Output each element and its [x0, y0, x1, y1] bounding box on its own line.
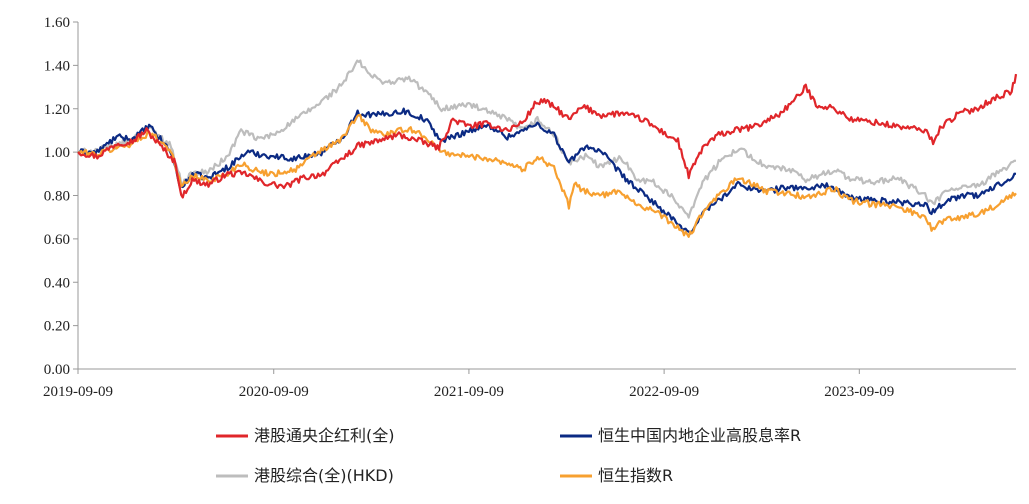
- legend-label: 恒生指数R: [598, 466, 673, 485]
- x-tick-label: 2020-09-09: [239, 384, 309, 400]
- x-tick-label: 2023-09-09: [824, 384, 894, 400]
- y-tick-label: 1.60: [44, 15, 70, 31]
- x-tick-label: 2019-09-09: [43, 384, 113, 400]
- y-tick-label: 1.00: [44, 145, 70, 161]
- legend-label: 港股通央企红利(全): [254, 426, 395, 445]
- series-layer: [77, 59, 1018, 238]
- x-tick-label: 2021-09-09: [434, 384, 504, 400]
- y-tick-label: 0.80: [44, 189, 70, 205]
- y-tick-label: 1.40: [44, 58, 70, 74]
- y-tick-label: 1.20: [44, 102, 70, 118]
- series-line: [77, 59, 1017, 219]
- series-line: [77, 113, 1017, 238]
- y-axis: 0.00 0.20 0.40 0.60 0.80 1.00 1.20 1.40 1.60: [44, 15, 79, 378]
- legend: 港股通央企红利(全) 恒生中国内地企业高股息率R 港股综合(全)(HKD) 恒生指数R: [216, 426, 801, 485]
- legend-label: 港股综合(全)(HKD): [254, 466, 394, 485]
- y-tick-label: 0.60: [44, 232, 70, 248]
- y-tick-label: 0.40: [44, 275, 70, 291]
- x-tick-label: 2022-09-09: [629, 384, 699, 400]
- series-line: [77, 107, 1017, 235]
- series-line: [77, 73, 1018, 199]
- legend-label: 恒生中国内地企业高股息率R: [598, 426, 801, 445]
- x-axis: 2019-09-09 2020-09-09 2021-09-09 2022-09-09…: [43, 368, 1016, 400]
- y-tick-label: 0.00: [44, 362, 70, 378]
- y-tick-label: 0.20: [44, 319, 70, 335]
